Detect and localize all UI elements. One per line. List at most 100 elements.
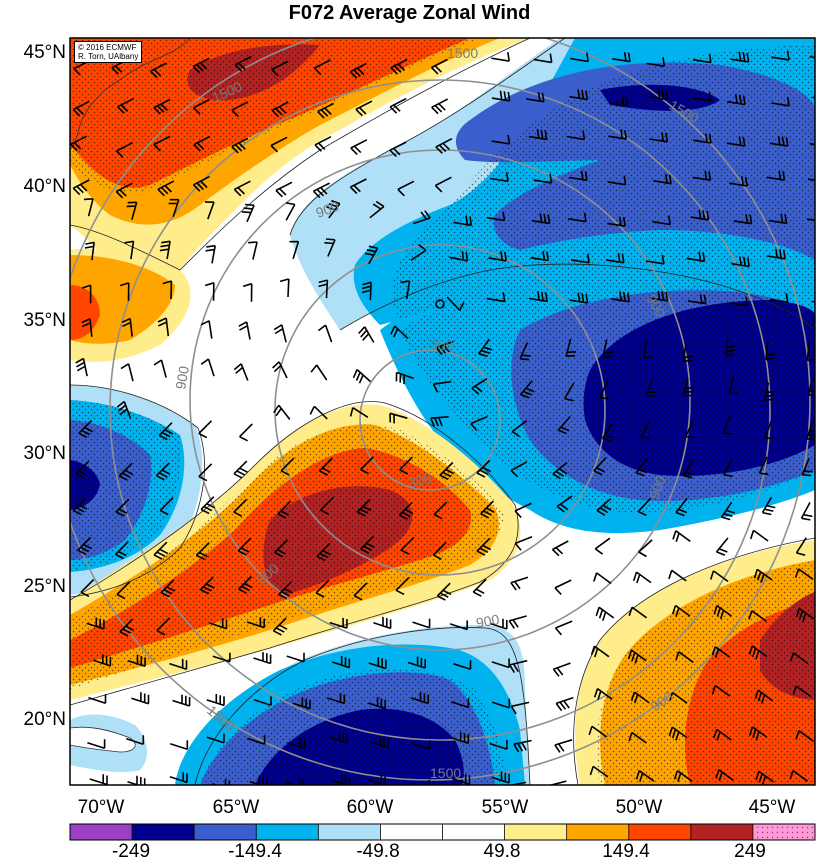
map-title: F072 Average Zonal Wind	[288, 2, 531, 24]
wind-barb-icon	[593, 572, 612, 585]
wind-barb-icon	[769, 293, 789, 303]
wind-barb-icon	[324, 238, 336, 257]
wind-barb-icon	[234, 55, 252, 72]
wind-barb-icon	[749, 529, 769, 542]
wind-barb-icon	[569, 292, 589, 304]
wind-barb-icon	[565, 338, 577, 357]
wind-barb-icon	[309, 405, 328, 420]
wind-barb-icon	[271, 60, 289, 77]
wind-barb-icon	[508, 781, 527, 785]
wind-barb-icon	[233, 180, 251, 197]
wind-barb-icon	[270, 136, 288, 153]
wind-barb-icon	[727, 94, 746, 106]
wind-barb-icon	[685, 419, 695, 439]
wind-barb-icon	[510, 576, 529, 591]
wind-barb-icon	[332, 774, 351, 785]
wind-barb-icon	[162, 280, 173, 300]
wind-barb-icon	[638, 539, 653, 558]
wind-barb-icon	[795, 537, 807, 556]
credit-line-2: R. Torn, UAlbany	[78, 52, 139, 61]
wind-barb-icon	[312, 182, 330, 199]
wind-barb-icon	[126, 201, 138, 220]
wind-barb-icon	[77, 536, 92, 556]
wind-barb-icon	[192, 57, 210, 74]
colorbar-swatch	[256, 824, 319, 840]
wind-barb-icon	[635, 458, 648, 477]
wind-barb-icon	[683, 459, 695, 479]
wind-barb-icon	[399, 456, 413, 475]
wind-barb-icon	[490, 172, 509, 183]
wind-barb-icon	[118, 462, 134, 481]
wind-barb-icon	[237, 537, 252, 556]
wind-barb-icon	[88, 694, 107, 704]
wind-barb-icon	[726, 136, 746, 147]
wind-barb-icon	[554, 579, 572, 595]
wind-barb-icon	[310, 364, 328, 381]
wind-barb-icon	[410, 692, 429, 705]
wind-barb-icon	[412, 740, 431, 751]
wind-barb-icon	[767, 248, 786, 260]
wind-barb-icon	[608, 129, 627, 140]
wind-barb-icon	[326, 199, 341, 219]
wind-barb-icon	[127, 654, 146, 668]
wind-barb-icon	[668, 691, 688, 704]
wind-barb-icon	[771, 50, 790, 61]
wind-barb-icon	[692, 170, 712, 181]
wind-barb-icon	[193, 98, 210, 115]
wind-barb-icon	[117, 97, 134, 114]
wind-barb-icon	[605, 253, 625, 264]
wind-barb-icon	[355, 100, 373, 117]
wind-barb-icon	[204, 201, 215, 220]
wind-barb-icon	[764, 420, 775, 440]
wind-barb-icon	[198, 463, 213, 482]
wind-barb-icon	[713, 728, 732, 741]
wind-barb-icon	[231, 137, 249, 154]
wind-barb-icon	[318, 279, 329, 299]
wind-barb-icon	[510, 461, 528, 478]
colorbar-label: 49.8	[483, 841, 521, 862]
wind-barb-icon	[412, 210, 431, 225]
wind-barb-icon	[566, 130, 586, 141]
wind-barb-icon	[93, 654, 112, 667]
wind-barb-icon	[169, 740, 189, 751]
wind-barb-icon	[349, 178, 367, 195]
wind-barb-icon	[253, 652, 272, 665]
wind-barb-icon	[489, 618, 508, 630]
wind-barb-icon	[247, 735, 266, 745]
wind-barb-icon	[556, 495, 573, 513]
wind-barb-icon	[755, 770, 774, 785]
wind-barb-icon	[795, 607, 815, 622]
wind-barb-icon	[729, 176, 748, 187]
wind-barb-icon	[75, 460, 90, 479]
wind-barb-icon	[713, 604, 733, 620]
wind-barb-icon	[273, 324, 287, 343]
wind-barb-icon	[612, 51, 631, 63]
wind-barb-icon	[449, 620, 468, 631]
wind-barb-icon	[432, 541, 447, 560]
wind-barb-icon	[571, 253, 590, 264]
wind-barb-icon	[771, 96, 790, 107]
colorbar-swatch	[690, 824, 754, 840]
wind-barb-icon	[238, 575, 253, 595]
wind-barb-icon	[792, 685, 812, 698]
wind-barb-icon	[715, 537, 729, 556]
wind-barb-icon	[279, 278, 290, 298]
wind-barb-icon	[124, 240, 135, 260]
wind-barb-icon	[486, 292, 506, 303]
wind-barb-icon	[398, 501, 414, 520]
wind-barb-icon	[119, 282, 130, 301]
wind-barb-icon	[563, 382, 575, 402]
wind-barb-icon	[352, 369, 372, 384]
wind-barb-icon	[192, 175, 210, 192]
wind-barb-icon	[807, 377, 815, 397]
wind-barb-icon	[435, 340, 454, 356]
wind-barb-icon	[568, 170, 588, 182]
wind-barb-icon	[672, 530, 691, 543]
wind-barb-icon	[432, 380, 452, 393]
wind-barb-icon	[198, 420, 213, 439]
wind-barb-icon	[596, 498, 612, 516]
wind-barb-icon	[627, 649, 647, 664]
wind-barb-icon	[349, 407, 369, 418]
wind-barb-icon	[555, 696, 574, 712]
wind-barb-icon	[568, 212, 587, 223]
